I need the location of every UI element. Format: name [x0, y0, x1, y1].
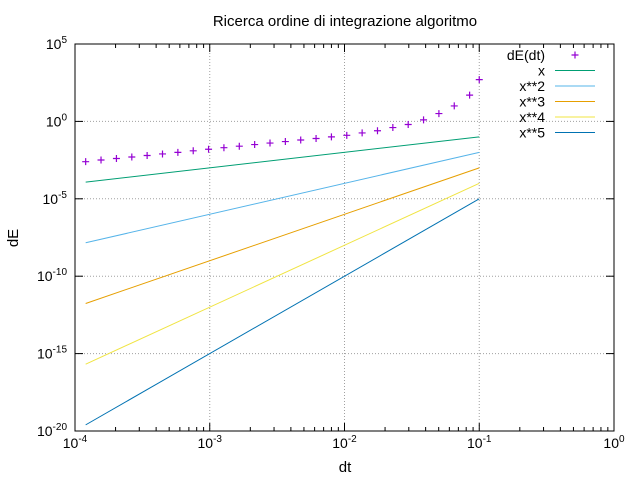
data-point [281, 138, 289, 146]
legend-label: x**2 [519, 78, 545, 94]
series-line [85, 198, 480, 426]
data-point [251, 141, 259, 149]
legend-marker [571, 51, 579, 59]
y-tick-label: 10-15 [37, 345, 67, 362]
data-point [266, 139, 274, 147]
data-point [158, 150, 166, 158]
legend-label: dE(dt) [507, 47, 545, 63]
y-tick-label: 10-5 [43, 190, 68, 207]
data-point [189, 147, 197, 155]
data-point [112, 155, 120, 163]
x-tick-label: 10-3 [198, 434, 223, 451]
series-xpowpow3 [85, 167, 480, 304]
data-point [373, 127, 381, 135]
data-point [312, 134, 320, 142]
data-point [466, 91, 474, 99]
legend-label: x [538, 63, 545, 79]
y-tick-labels: 10-20 10-15 10-10 10-5 100 105 [37, 35, 67, 439]
data-point [220, 144, 228, 152]
data-point [327, 133, 335, 141]
data-point [297, 136, 305, 144]
data-point [143, 151, 151, 159]
series-line [85, 151, 480, 244]
data-point [205, 145, 213, 153]
y-axis-label: dE [5, 229, 22, 247]
data-point [450, 102, 458, 110]
x-tick-label: 10-4 [63, 434, 88, 451]
data-point [475, 76, 483, 84]
legend-label: x**3 [519, 94, 545, 110]
tick-marks [74, 43, 615, 432]
x-tick-label: 10-1 [467, 434, 492, 451]
data-point [235, 142, 243, 150]
series-x [85, 136, 480, 183]
series-de-dt [82, 76, 483, 166]
data-point [174, 148, 182, 156]
data-point [128, 153, 136, 161]
y-tick-label: 10-20 [37, 422, 67, 439]
legend: dE(dt)xx**2x**3x**4x**5 [507, 47, 595, 141]
chart-title: Ricerca ordine di integrazione algoritmo [213, 13, 477, 30]
x-tick-label: 10-2 [332, 434, 357, 451]
data-point [358, 129, 366, 137]
series-xpowpow5 [85, 198, 480, 426]
data-point [420, 116, 428, 124]
data-point [82, 158, 90, 166]
x-tick-labels: 10-4 10-3 10-2 10-1 100 [63, 434, 625, 451]
y-tick-label: 105 [46, 35, 68, 52]
data-point [343, 131, 351, 139]
series-group [82, 76, 483, 426]
data-point [389, 124, 397, 132]
data-point [97, 156, 105, 164]
legend-label: x**5 [519, 125, 545, 141]
series-line [85, 167, 480, 304]
x-tick-label: 100 [603, 434, 625, 451]
x-axis-label: dt [339, 459, 352, 476]
y-tick-label: 10-10 [37, 267, 67, 284]
data-point [435, 110, 443, 118]
series-xpowpow2 [85, 151, 480, 244]
y-tick-label: 100 [46, 112, 68, 129]
legend-label: x**4 [519, 109, 545, 125]
series-xpowpow4 [85, 182, 480, 365]
data-point [404, 121, 412, 129]
series-line [85, 136, 480, 183]
series-line [85, 182, 480, 365]
